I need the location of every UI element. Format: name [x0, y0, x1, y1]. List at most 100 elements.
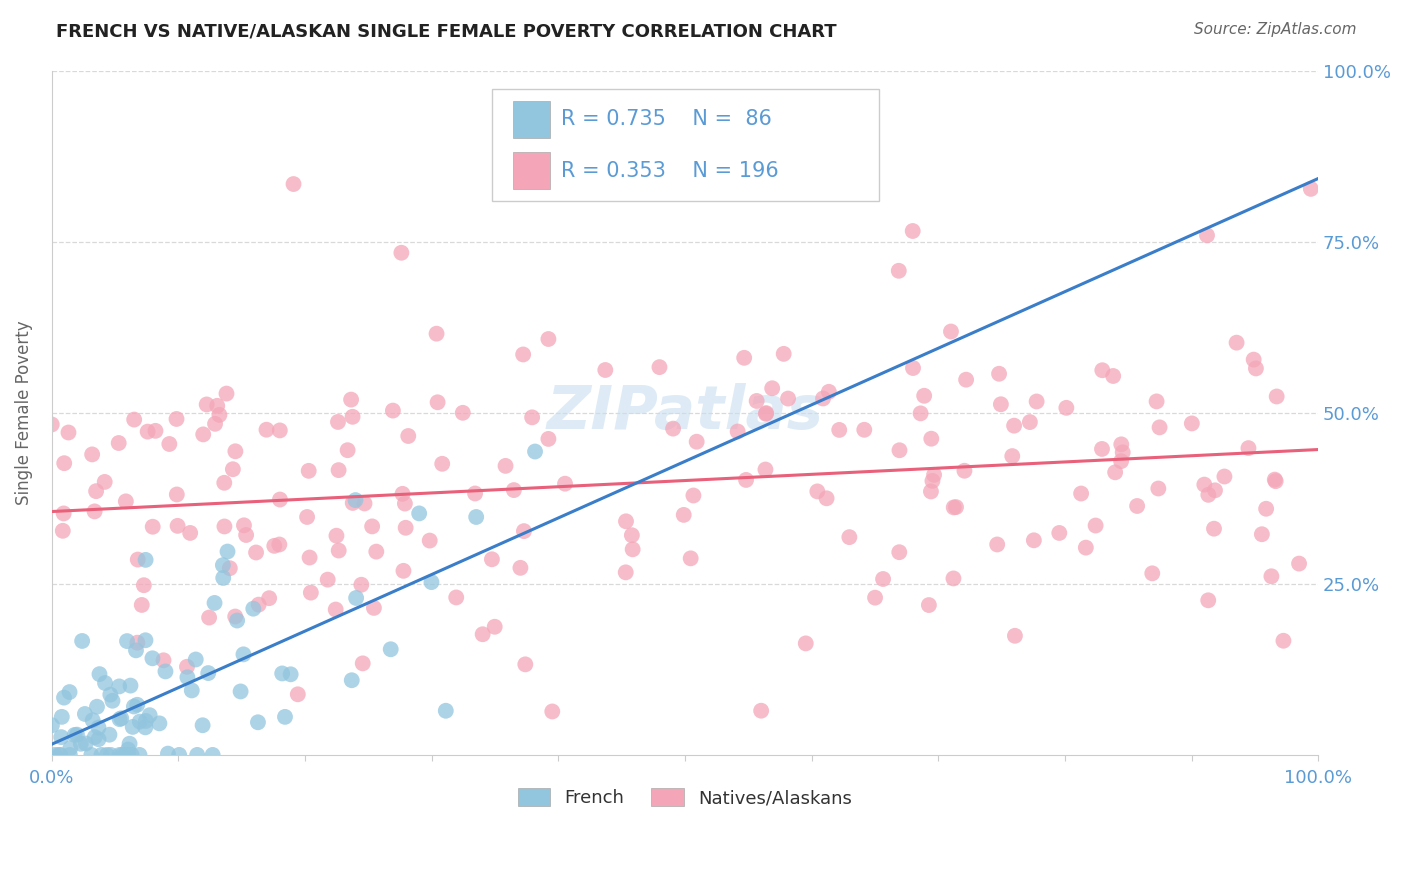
Point — [142, 520, 165, 534]
Point — [1104, 466, 1126, 480]
Point — [745, 393, 768, 408]
Point — [679, 551, 702, 566]
Text: Source: ZipAtlas.com: Source: ZipAtlas.com — [1194, 22, 1357, 37]
Point — [110, 711, 132, 725]
Point — [280, 667, 302, 681]
Point — [761, 381, 783, 395]
Point — [1084, 518, 1107, 533]
Point — [513, 524, 536, 538]
Point — [1256, 501, 1278, 516]
Point — [195, 397, 218, 411]
Point — [120, 679, 142, 693]
Point — [912, 389, 935, 403]
Point — [394, 497, 416, 511]
Point — [166, 487, 188, 501]
Point — [524, 444, 547, 458]
Point — [1244, 361, 1267, 376]
Point — [212, 571, 235, 585]
Point — [155, 665, 177, 679]
Point — [96, 747, 118, 762]
Point — [204, 596, 226, 610]
Point — [509, 561, 531, 575]
Point — [156, 747, 179, 761]
Point — [1149, 420, 1171, 434]
Point — [1202, 522, 1225, 536]
Point — [595, 363, 617, 377]
Point — [1265, 389, 1288, 403]
Point — [52, 507, 75, 521]
Point — [44, 747, 66, 762]
Point — [63, 728, 86, 742]
Point — [224, 444, 246, 458]
Point — [662, 422, 685, 436]
Point — [1142, 566, 1164, 581]
Point — [396, 429, 419, 443]
Point — [1111, 437, 1133, 451]
Point — [853, 423, 876, 437]
Point — [778, 392, 800, 406]
Point — [167, 747, 190, 762]
Point — [1260, 569, 1282, 583]
Point — [122, 699, 145, 714]
Point — [340, 673, 363, 688]
Point — [806, 484, 828, 499]
Point — [157, 437, 180, 451]
Point — [98, 688, 121, 702]
Point — [80, 747, 103, 762]
Point — [49, 747, 72, 762]
Point — [727, 425, 749, 439]
Point — [86, 699, 108, 714]
Point — [328, 543, 350, 558]
Point — [145, 424, 167, 438]
Point — [287, 687, 309, 701]
Point — [749, 704, 772, 718]
Point — [180, 683, 202, 698]
Point — [1288, 557, 1310, 571]
Point — [224, 609, 246, 624]
Point — [336, 443, 359, 458]
Point — [838, 530, 860, 544]
Point — [283, 177, 305, 191]
Point — [84, 484, 107, 499]
Point — [1195, 228, 1218, 243]
Point — [465, 510, 488, 524]
Point — [100, 747, 122, 762]
Point — [1070, 486, 1092, 500]
Point — [922, 467, 945, 482]
Point — [82, 447, 104, 461]
Point — [1004, 629, 1026, 643]
Point — [811, 392, 834, 406]
Point — [419, 533, 441, 548]
Point — [889, 443, 911, 458]
Point — [1299, 182, 1322, 196]
Point — [148, 716, 170, 731]
Point — [872, 572, 894, 586]
Point — [1194, 477, 1216, 491]
Point — [920, 484, 942, 499]
Point — [83, 730, 105, 744]
Point — [484, 620, 506, 634]
Point — [1204, 483, 1226, 498]
Point — [179, 525, 201, 540]
Point — [554, 476, 576, 491]
Point — [1272, 633, 1295, 648]
Point — [108, 747, 131, 762]
Point — [198, 610, 221, 624]
Point — [98, 728, 121, 742]
Point — [1181, 417, 1204, 431]
Point — [134, 633, 156, 648]
Point — [889, 545, 911, 559]
Point — [353, 496, 375, 510]
Point — [328, 463, 350, 477]
Point — [201, 747, 224, 762]
Point — [942, 500, 965, 515]
Point — [193, 427, 215, 442]
Point — [233, 518, 256, 533]
Point — [1074, 541, 1097, 555]
Point — [381, 403, 404, 417]
Point — [115, 494, 138, 508]
Point — [392, 564, 415, 578]
Point — [295, 510, 318, 524]
Point — [352, 657, 374, 671]
Point — [69, 737, 91, 751]
